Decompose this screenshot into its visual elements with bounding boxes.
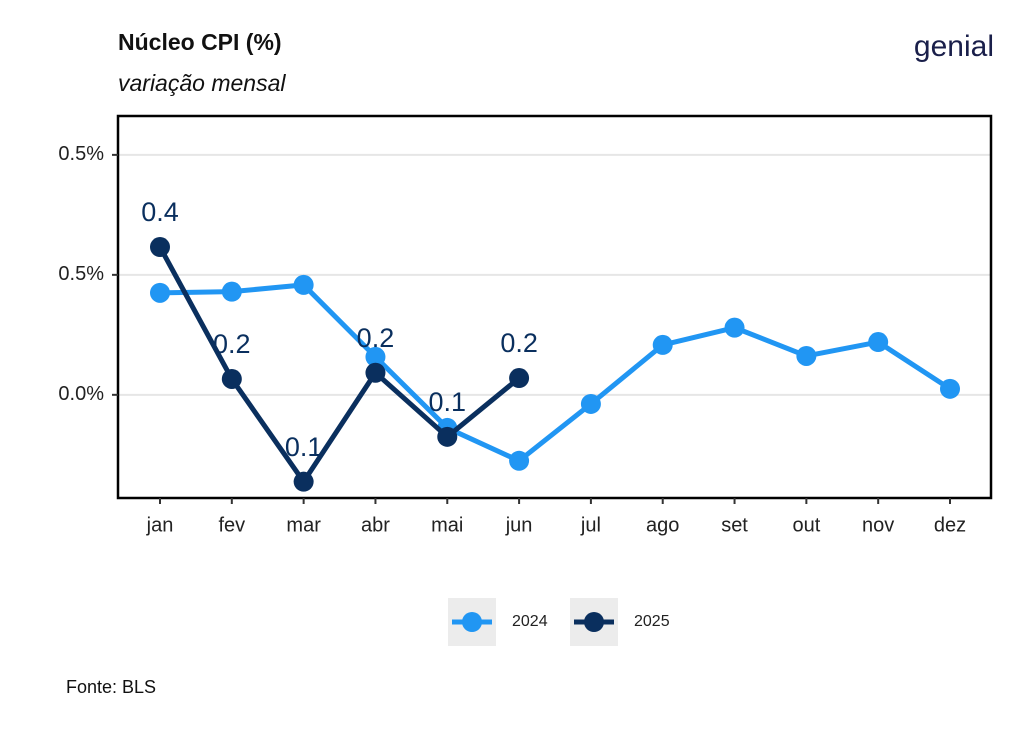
x-tick-label: out: [792, 514, 820, 536]
point: [293, 274, 314, 295]
chart-title: Núcleo CPI (%): [118, 29, 282, 55]
point: [868, 332, 889, 353]
y-tick-label: 0.5%: [58, 263, 104, 285]
data-label: 0.1: [285, 432, 323, 462]
x-tick-label: dez: [934, 514, 966, 536]
x-tick-label: jun: [505, 514, 533, 536]
data-label: 0.2: [357, 323, 395, 353]
legend-key-point: [462, 612, 482, 632]
x-tick-label: jul: [580, 514, 601, 536]
legend-label: 2024: [512, 613, 548, 630]
point: [580, 393, 601, 414]
x-tick-label: jan: [146, 514, 174, 536]
point: [150, 282, 170, 303]
data-label: 0.4: [141, 197, 179, 227]
point: [221, 368, 242, 389]
point: [365, 362, 386, 383]
point: [221, 281, 242, 302]
point: [150, 237, 170, 258]
point: [724, 317, 745, 338]
legend-label: 2025: [634, 613, 670, 630]
point: [652, 334, 673, 355]
point: [437, 426, 458, 447]
point: [293, 471, 314, 492]
source: Fonte: BLS: [66, 677, 156, 697]
series-line: [159, 282, 952, 464]
x-tick-label: nov: [862, 514, 894, 536]
plot-frame: [116, 114, 993, 500]
logo: genial: [914, 30, 994, 63]
chart-subtitle: variação mensal: [118, 70, 286, 96]
point: [796, 345, 817, 366]
x-tick-label: fev: [218, 514, 245, 536]
point: [509, 450, 530, 471]
data-label: 0.1: [428, 387, 466, 417]
y-tick-label: 0.0%: [58, 383, 104, 405]
x-tick-label: set: [721, 514, 748, 536]
point: [940, 378, 960, 399]
y-tick-label: 0.5%: [58, 143, 104, 165]
point: [365, 346, 386, 367]
legend-key-point: [584, 612, 604, 632]
x-tick-label: ago: [646, 514, 679, 536]
x-tick-label: abr: [361, 514, 390, 536]
data-label: 0.2: [500, 328, 538, 358]
x-tick-label: mar: [286, 514, 321, 536]
point: [509, 368, 530, 389]
data-label: 0.2: [213, 329, 251, 359]
x-tick-label: mai: [431, 514, 463, 536]
series-line: [157, 245, 521, 485]
